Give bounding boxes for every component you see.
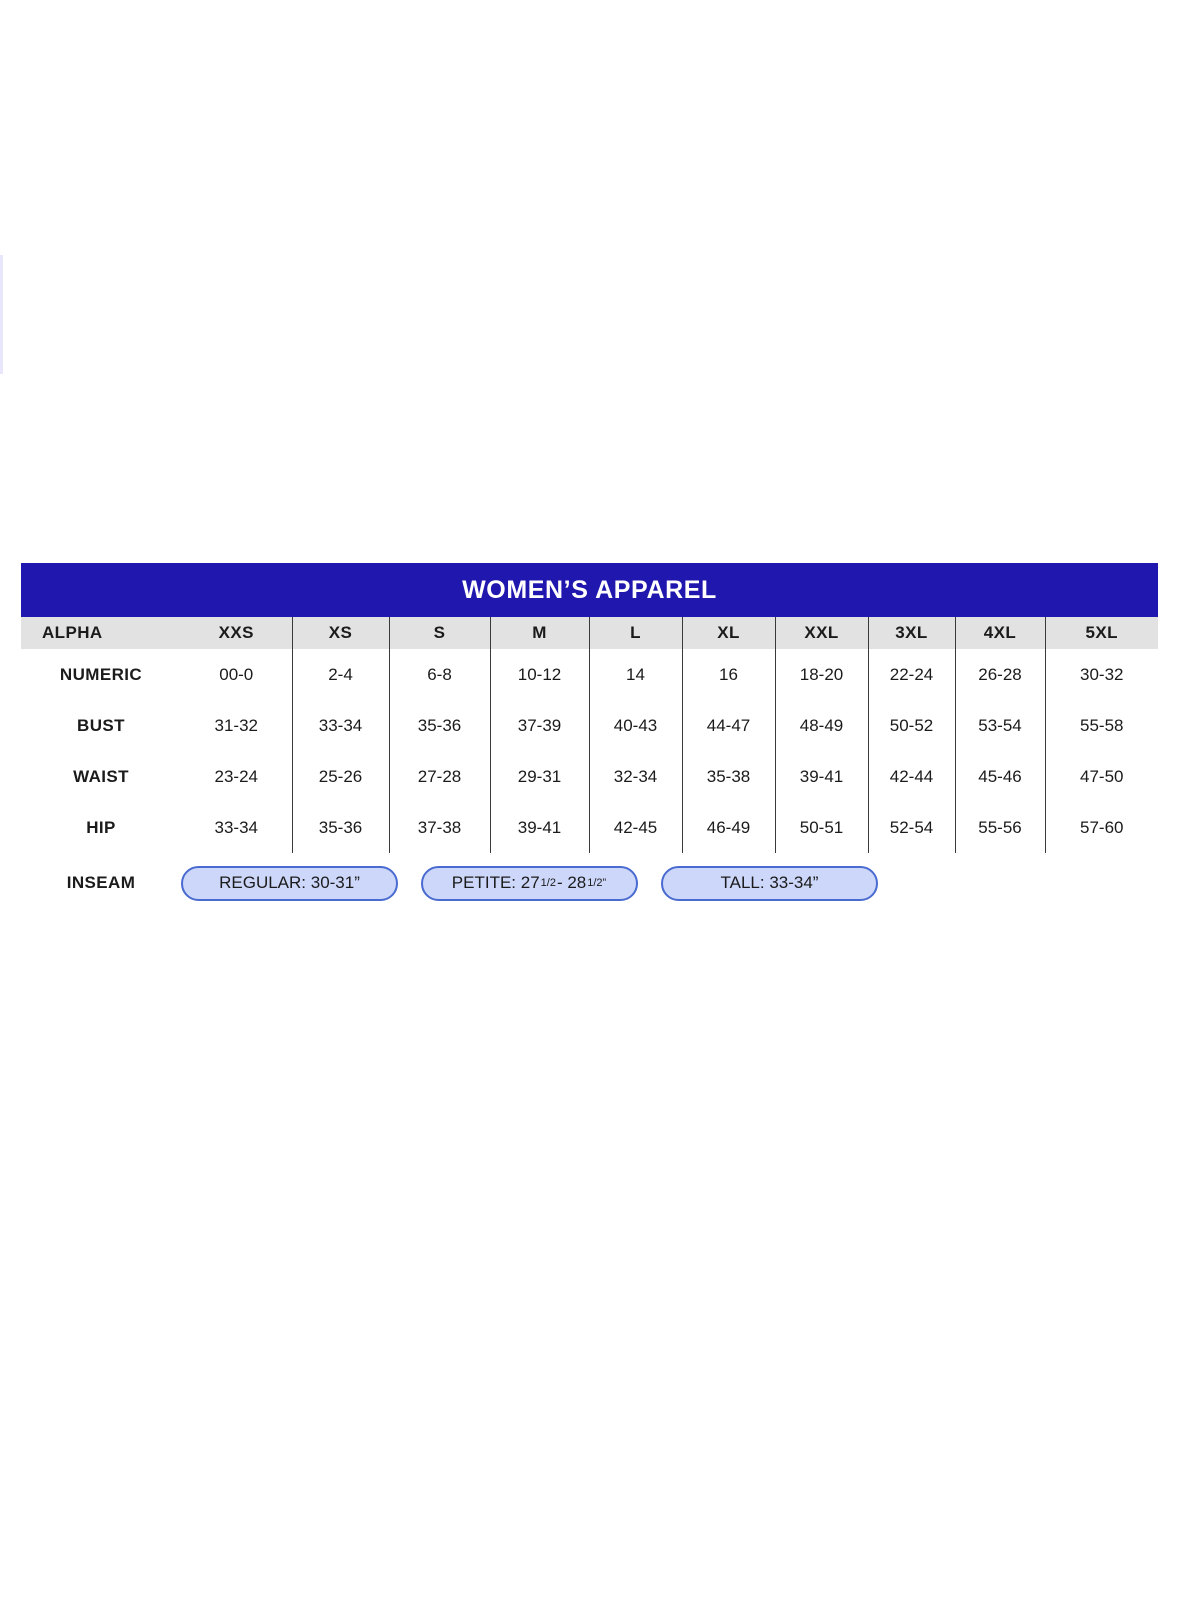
cell-waist-s: 27-28 [388, 751, 490, 802]
inseam-option-petite-separator: - 28 [556, 873, 587, 892]
cell-hip-3xl: 52-54 [867, 802, 955, 853]
cell-waist-4xl: 45-46 [954, 751, 1045, 802]
size-chart-table: ALPHA XXS XS S M L XL XXL 3XL 4XL 5XL NU… [21, 617, 1158, 913]
cell-hip-xxl: 50-51 [774, 802, 868, 853]
page-title: WOMEN’S APPAREL [462, 575, 717, 604]
cell-waist-3xl: 42-44 [867, 751, 955, 802]
cell-numeric-xs: 2-4 [291, 649, 389, 700]
cell-numeric-4xl: 26-28 [954, 649, 1045, 700]
column-header-l: L [588, 617, 682, 649]
cell-numeric-xxs: 00-0 [219, 664, 254, 684]
cell-bust-m: 37-39 [489, 700, 589, 751]
cell-bust-xl: 44-47 [681, 700, 775, 751]
cell-waist-xs: 25-26 [291, 751, 389, 802]
cell-bust-xs: 33-34 [291, 700, 389, 751]
inseam-options-cell: REGULAR: 30-31” PETITE: 27 1/2 - 28 1/2”… [181, 853, 1158, 913]
scan-artifact-left-lower [0, 360, 3, 374]
cell-hip-4xl: 55-56 [954, 802, 1045, 853]
cell-hip-m: 39-41 [489, 802, 589, 853]
table-row-hip: HIP 33-34 35-36 37-38 39-41 42-45 46-49 … [21, 802, 1158, 853]
inseam-option-regular[interactable]: REGULAR: 30-31” [181, 865, 398, 901]
table-row-numeric: NUMERIC 00-0 2-4 6-8 10-12 14 16 18-20 2… [21, 649, 1158, 700]
cell-numeric-xl: 16 [681, 649, 775, 700]
inseam-option-petite[interactable]: PETITE: 27 1/2 - 28 1/2” [421, 865, 638, 901]
inseam-option-petite-fraction-low: 1/2 [540, 877, 556, 889]
alpha-header-row: ALPHA XXS XS S M L XL XXL 3XL 4XL 5XL [21, 617, 1158, 649]
scan-artifact-left-upper [0, 255, 3, 367]
inseam-option-tall-label: TALL: 33-34” [720, 873, 819, 892]
inseam-option-tall[interactable]: TALL: 33-34” [661, 865, 878, 901]
column-header-xxs: XXS [218, 623, 254, 642]
cell-waist-5xl: 47-50 [1044, 751, 1158, 802]
cell-hip-s: 37-38 [388, 802, 490, 853]
cell-hip-xxs: 33-34 [214, 817, 258, 837]
cell-bust-4xl: 53-54 [954, 700, 1045, 751]
cell-bust-xxs: 31-32 [214, 715, 258, 735]
table-row-inseam: INSEAM REGULAR: 30-31” PETITE: 27 1/2 - … [21, 853, 1158, 913]
row-label-waist: WAIST [73, 766, 129, 786]
cell-hip-l: 42-45 [588, 802, 682, 853]
column-header-4xl: 4XL [954, 617, 1045, 649]
row-label-numeric: NUMERIC [59, 664, 143, 684]
cell-bust-xxl: 48-49 [774, 700, 868, 751]
cell-waist-xxs: 23-24 [214, 766, 258, 786]
chart-title-band: WOMEN’S APPAREL [21, 563, 1158, 617]
cell-numeric-m: 10-12 [489, 649, 589, 700]
table-row-waist: WAIST 23-24 25-26 27-28 29-31 32-34 35-3… [21, 751, 1158, 802]
row-label-bust: BUST [77, 715, 125, 735]
inseam-option-group: REGULAR: 30-31” PETITE: 27 1/2 - 28 1/2”… [181, 853, 1158, 913]
column-header-xxl: XXL [774, 617, 868, 649]
cell-waist-xxl: 39-41 [774, 751, 868, 802]
column-header-m: M [489, 617, 589, 649]
cell-hip-xs: 35-36 [291, 802, 389, 853]
cell-hip-xl: 46-49 [681, 802, 775, 853]
cell-waist-xl: 35-38 [681, 751, 775, 802]
table-row-bust: BUST 31-32 33-34 35-36 37-39 40-43 44-47… [21, 700, 1158, 751]
cell-numeric-l: 14 [588, 649, 682, 700]
column-header-3xl: 3XL [867, 617, 955, 649]
column-header-s: S [388, 617, 490, 649]
size-chart: WOMEN’S APPAREL ALPHA XXS XS S M L XL [21, 563, 1158, 913]
column-header-xl: XL [681, 617, 775, 649]
cell-numeric-s: 6-8 [388, 649, 490, 700]
cell-numeric-xxl: 18-20 [774, 649, 868, 700]
cell-bust-5xl: 55-58 [1044, 700, 1158, 751]
cell-waist-l: 32-34 [588, 751, 682, 802]
inseam-option-regular-label: REGULAR: 30-31” [219, 873, 360, 892]
cell-bust-l: 40-43 [588, 700, 682, 751]
cell-numeric-5xl: 30-32 [1044, 649, 1158, 700]
inseam-option-petite-label: PETITE: 27 [451, 873, 540, 892]
column-header-xs: XS [291, 617, 389, 649]
row-label-inseam: INSEAM [66, 873, 136, 892]
cell-waist-m: 29-31 [489, 751, 589, 802]
cell-bust-s: 35-36 [388, 700, 490, 751]
inseam-option-petite-fraction-high: 1/2” [587, 877, 607, 889]
row-label-hip: HIP [86, 817, 116, 837]
column-header-alpha: ALPHA [42, 623, 103, 642]
cell-bust-3xl: 50-52 [867, 700, 955, 751]
cell-hip-5xl: 57-60 [1044, 802, 1158, 853]
cell-numeric-3xl: 22-24 [867, 649, 955, 700]
column-header-5xl: 5XL [1044, 617, 1158, 649]
